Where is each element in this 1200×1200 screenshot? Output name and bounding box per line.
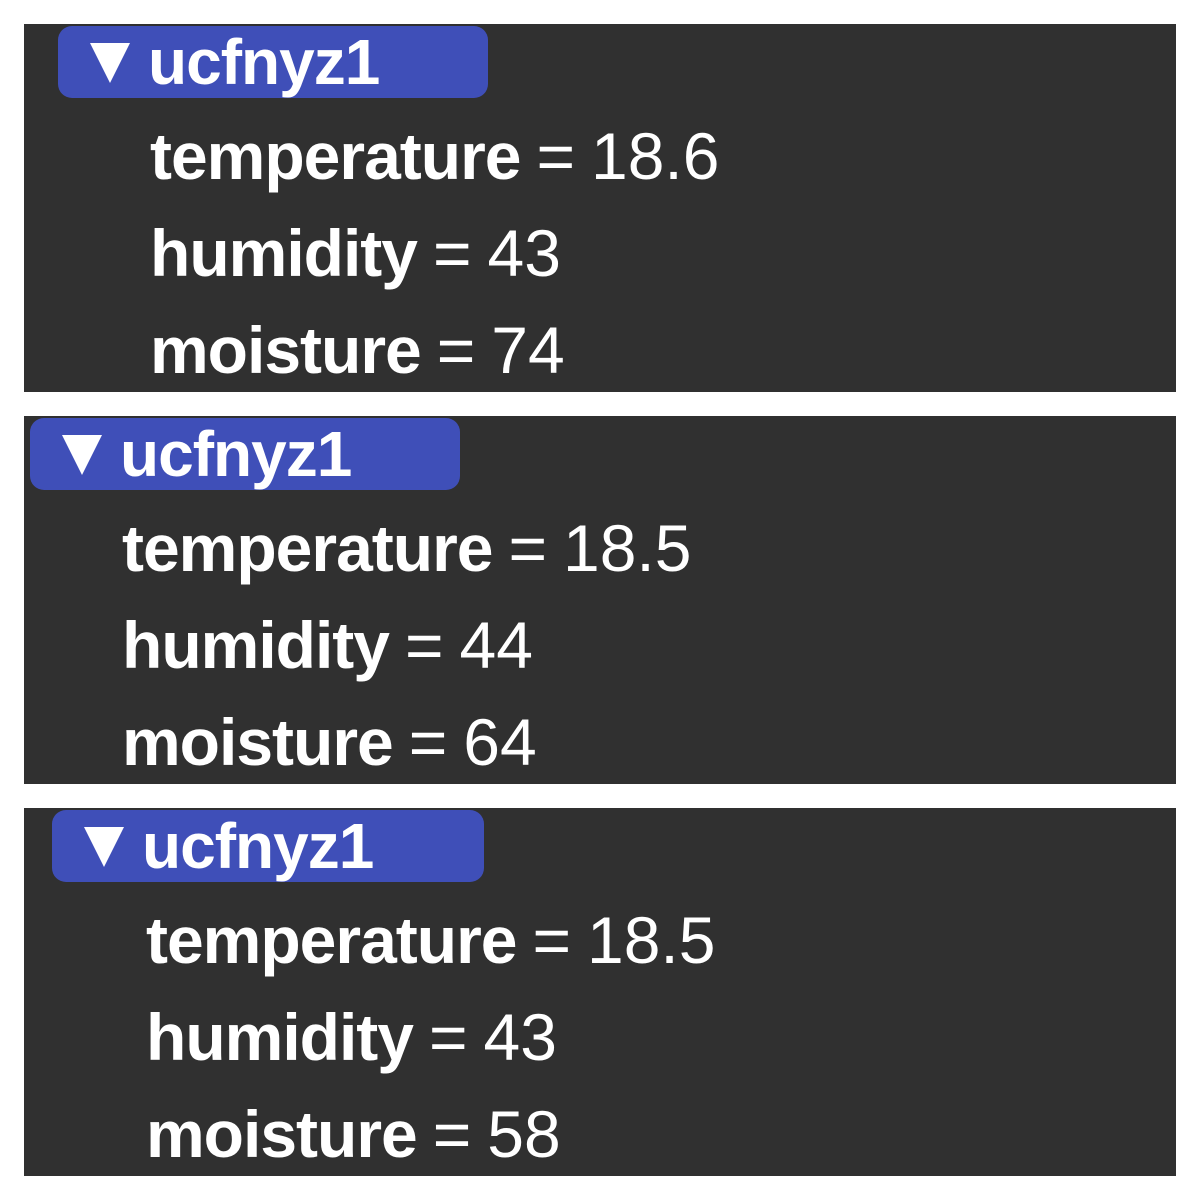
property-key: temperature [150,119,521,193]
property-key: temperature [122,511,493,585]
property-row-humidity: humidity = 44 [122,597,691,694]
equals-sign: = [408,705,448,779]
node-name: ucfnyz1 [120,418,352,490]
triangle-down-icon[interactable] [84,827,124,867]
equals-sign: = [405,608,444,682]
property-key: moisture [122,705,394,779]
property-row-temperature: temperature = 18.6 [150,108,719,205]
property-value: 43 [487,216,561,290]
node-toggle[interactable]: ucfnyz1 [30,418,460,490]
property-value: 18.5 [563,511,692,585]
property-row-humidity: humidity = 43 [146,989,715,1086]
property-value: 64 [463,705,537,779]
node-name: ucfnyz1 [148,26,380,98]
property-value: 58 [487,1097,561,1171]
equals-sign: = [536,119,576,193]
property-value: 74 [491,313,565,387]
property-row-temperature: temperature = 18.5 [146,892,715,989]
property-key: humidity [150,216,418,290]
equals-sign: = [532,903,572,977]
node-toggle[interactable]: ucfnyz1 [58,26,488,98]
equals-sign: = [429,1000,468,1074]
property-key: temperature [146,903,517,977]
property-key: humidity [122,608,390,682]
node-name: ucfnyz1 [142,810,374,882]
property-value: 18.5 [587,903,716,977]
node-panel: ucfnyz1 temperature = 18.5 humidity = 44 moi… [24,416,1176,784]
property-list: temperature = 18.5 humidity = 43 moisture = 58 [146,892,715,1176]
equals-sign: = [508,511,548,585]
property-value: 18.6 [591,119,720,193]
node-panel: ucfnyz1 temperature = 18.6 humidity = 43 moi… [24,24,1176,392]
property-key: moisture [150,313,422,387]
node-panel: ucfnyz1 temperature = 18.5 humidity = 43 moi… [24,808,1176,1176]
property-key: moisture [146,1097,418,1171]
triangle-down-icon[interactable] [62,435,102,475]
property-row-moisture: moisture = 58 [146,1086,715,1176]
property-list: temperature = 18.6 humidity = 43 moisture = 74 [150,108,719,392]
property-key: humidity [146,1000,414,1074]
property-row-moisture: moisture = 74 [150,302,719,392]
equals-sign: = [436,313,476,387]
property-row-humidity: humidity = 43 [150,205,719,302]
equals-sign: = [432,1097,472,1171]
property-row-temperature: temperature = 18.5 [122,500,691,597]
node-toggle[interactable]: ucfnyz1 [52,810,484,882]
triangle-down-icon[interactable] [90,43,130,83]
property-value: 43 [483,1000,557,1074]
property-row-moisture: moisture = 64 [122,694,691,784]
property-list: temperature = 18.5 humidity = 44 moisture = 64 [122,500,691,784]
equals-sign: = [433,216,472,290]
property-value: 44 [459,608,533,682]
